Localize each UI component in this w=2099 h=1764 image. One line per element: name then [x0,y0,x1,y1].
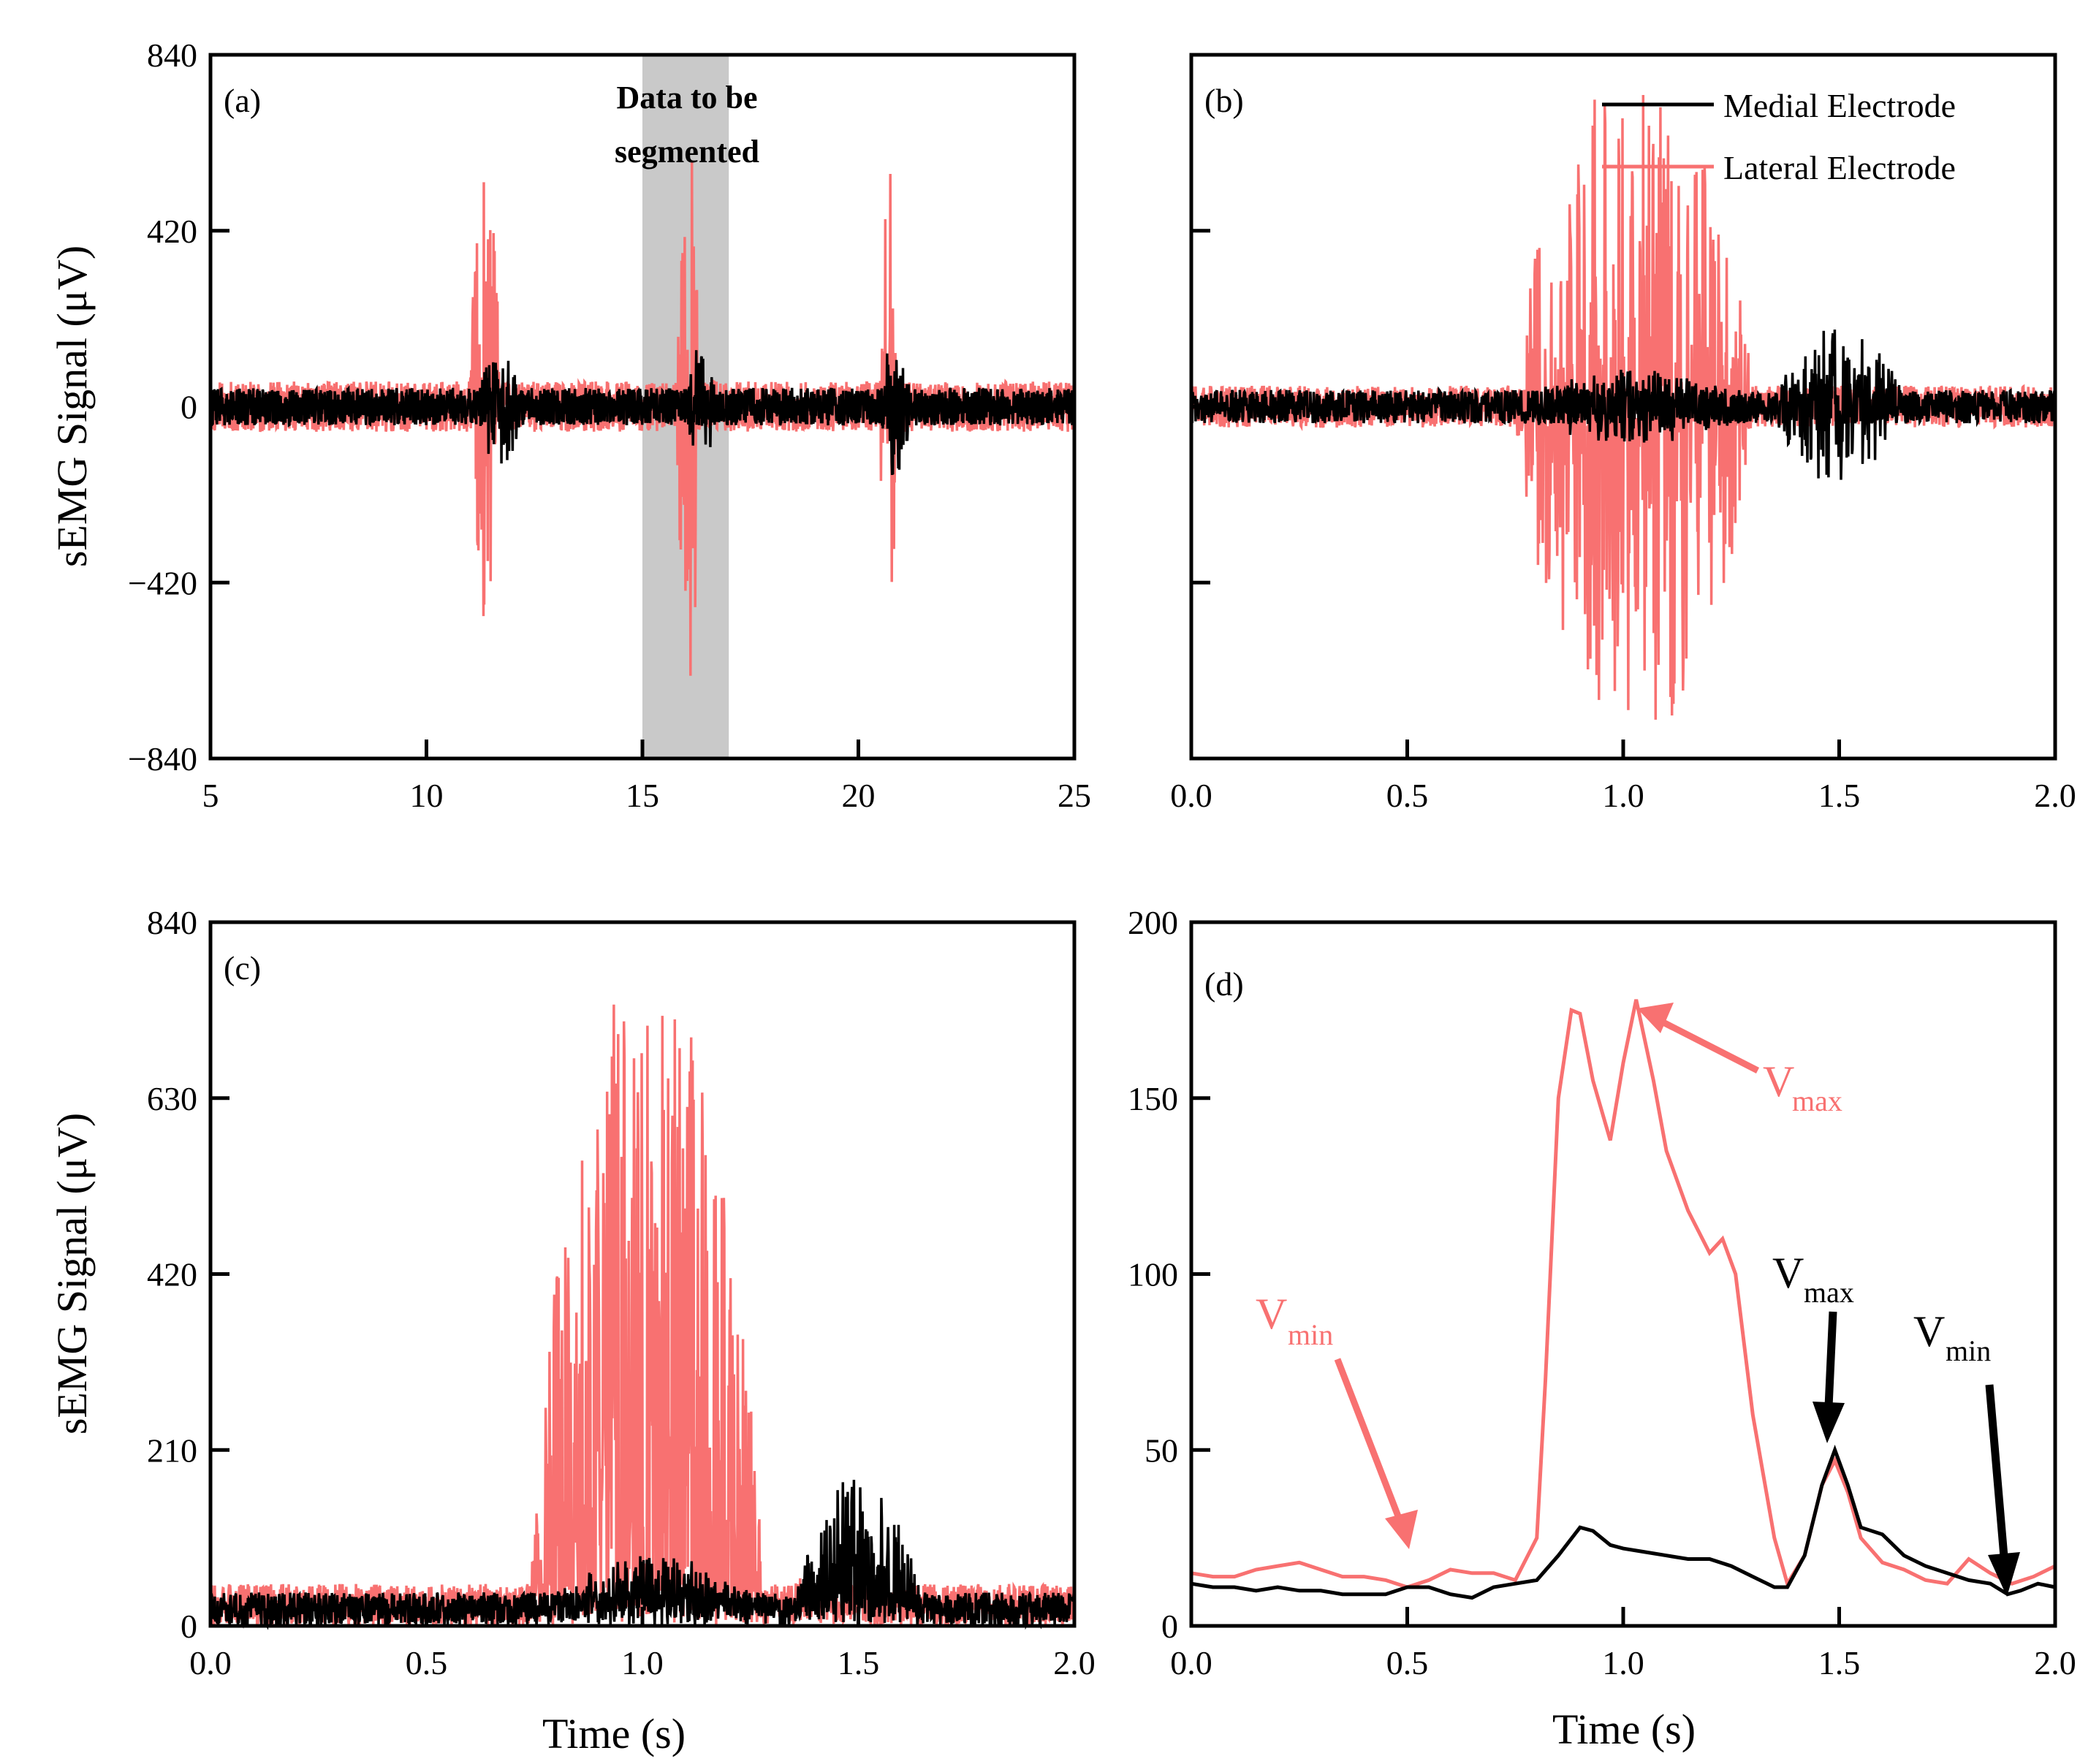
panel-c-ticks: 0.0 0.5 1.0 1.5 2.0 840 630 420 210 0 [147,904,1096,1681]
medial-vmax-arrow-shaft [1824,1311,1837,1407]
y-axis-title-bottom: sEMG Signal (μV) [48,1113,96,1434]
panel-b-ticks: 0.0 0.5 1.0 1.5 2.0 [1170,229,2076,814]
medial-vmax-arrow-head [1813,1402,1845,1443]
panel-c-x-tick-label: 1.0 [621,1644,664,1681]
panel-a-y-tick-label: 420 [147,213,197,250]
panel-b-medial-line [1190,329,2057,480]
panel-a-x-tick-label: 10 [410,777,444,814]
panel-d-y-tick-label: 150 [1128,1080,1178,1117]
lateral-vmin-label: V [1256,1290,1287,1338]
lateral-vmin-arrow-head [1385,1510,1418,1549]
panel-a-medial-series [209,350,1076,476]
panel-b-x-tick-label: 1.5 [1818,777,1861,814]
panel-d-ticks: 0.0 0.5 1.0 1.5 2.0 200 150 100 50 0 [1128,904,2076,1681]
panel-a-medial-line [209,350,1076,476]
panel-c-lateral-series [209,1004,1076,1628]
panel-b-medial-series [1190,329,2057,480]
panel-c-y-tick-label: 630 [147,1080,197,1117]
panel-c-x-tick-label: 0.5 [406,1644,448,1681]
panel-a-y-tick-label: −840 [128,740,197,778]
panel-d-y-tick-label: 50 [1145,1432,1178,1469]
panel-c: 0.0 0.5 1.0 1.5 2.0 840 630 420 210 0 (c) [147,904,1096,1681]
medial-vmax-label: V [1772,1249,1804,1297]
panel-c-x-tick-label: 1.5 [838,1644,880,1681]
lateral-vmax-label: V [1763,1057,1794,1106]
panel-d-x-tick-label: 0.5 [1386,1644,1429,1681]
panel-c-medial-series [209,1480,1076,1630]
panel-a-x-tick-label: 5 [202,777,219,814]
panel-d-y-tick-label: 200 [1128,904,1178,941]
lateral-vmax-annotation: V max [1637,1003,1842,1117]
panel-a-x-tick-label: 15 [626,777,659,814]
panel-d-lateral-series [1191,999,2057,1589]
panel-d-label: (d) [1204,965,1244,1003]
panel-b: 0.0 0.5 1.0 1.5 2.0 (b) Medial Electrode Lat… [1170,53,2076,814]
panel-d-frame [1189,920,2057,1628]
panel-b-label: (b) [1204,82,1244,119]
panel-c-lateral-line [209,1004,1076,1628]
lateral-vmax-subscript: max [1792,1084,1842,1117]
y-axis-title-top: sEMG Signal (μV) [48,246,96,567]
panel-d-y-tick-label: 100 [1128,1256,1178,1293]
x-axis-title-d: Time (s) [1552,1706,1696,1753]
panel-d-x-tick-label: 0.0 [1170,1644,1212,1681]
medial-vmin-arrow-shaft [1985,1384,2008,1557]
panel-b-x-tick-label: 0.5 [1386,777,1429,814]
panel-c-y-tick-label: 420 [147,1256,197,1293]
panel-a-y-tick-label: 840 [147,37,197,74]
panel-c-y-tick-label: 0 [181,1608,197,1645]
lateral-vmax-arrow-head [1637,1003,1674,1033]
panel-c-x-tick-label: 0.0 [189,1644,232,1681]
lateral-vmin-annotation: V min [1256,1290,1418,1549]
panel-d-medial-line [1191,1445,2056,1600]
panel-d-x-tick-label: 1.5 [1818,1644,1861,1681]
panel-a-x-tick-label: 25 [1058,777,1091,814]
panel-b-x-tick-label: 2.0 [2034,777,2076,814]
lateral-vmin-arrow-shaft [1334,1358,1403,1521]
medial-vmax-subscript: max [1804,1276,1854,1309]
medial-vmin-subscript: min [1946,1334,1991,1367]
shade-note-line1: Data to be [616,80,757,115]
panel-c-y-tick-label: 840 [147,904,197,941]
shade-note-line2: segmented [615,134,759,170]
panel-c-medial-line [209,1480,1076,1630]
panel-a-ticks: 5 10 15 20 25 840 420 0 −420 −840 [128,37,1091,814]
medial-vmax-annotation: V max [1772,1249,1854,1443]
panel-d-x-tick-label: 2.0 [2034,1644,2076,1681]
panel-d: 0.0 0.5 1.0 1.5 2.0 200 150 100 50 0 (d) V max V … [1128,904,2076,1681]
lateral-vmax-arrow-shaft [1651,1014,1760,1074]
panel-a-label: (a) [224,82,261,119]
medial-vmin-annotation: V min [1913,1307,2020,1597]
panel-b-x-tick-label: 0.0 [1170,777,1212,814]
lateral-vmin-subscript: min [1288,1318,1333,1351]
panel-a-x-tick-label: 20 [842,777,876,814]
panel-d-medial-series [1191,1445,2056,1600]
panel-d-x-tick-label: 1.0 [1602,1644,1644,1681]
legend-medial-label: Medial Electrode [1723,87,1956,124]
medial-vmin-arrow-head [1988,1552,2020,1597]
panel-c-label: (c) [224,949,261,986]
panel-d-lateral-line [1191,999,2057,1589]
panel-c-x-tick-label: 2.0 [1053,1644,1096,1681]
panel-b-x-tick-label: 1.0 [1602,777,1644,814]
panel-a-y-tick-label: 0 [181,389,197,426]
legend: Medial Electrode Lateral Electrode [1602,87,1956,186]
panel-d-y-tick-label: 0 [1161,1608,1178,1645]
panel-a-y-tick-label: −420 [128,564,197,601]
panel-c-y-tick-label: 210 [147,1432,197,1469]
legend-lateral-label: Lateral Electrode [1723,149,1956,186]
x-axis-title-c: Time (s) [542,1710,686,1757]
medial-vmin-label: V [1913,1307,1945,1356]
